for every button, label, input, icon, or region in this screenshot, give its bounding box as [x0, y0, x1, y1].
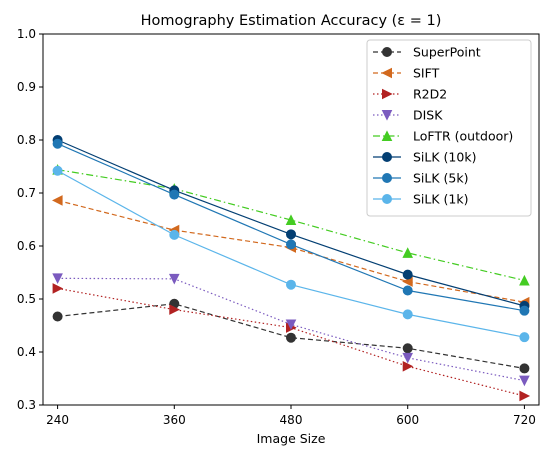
- y-tick-label: 0.9: [17, 80, 36, 94]
- data-point: [168, 273, 180, 285]
- data-point: [169, 229, 180, 240]
- legend-label: SiLK (10k): [413, 150, 476, 165]
- series-line: [57, 303, 525, 370]
- data-point: [519, 375, 530, 387]
- series-layer: [51, 135, 531, 402]
- data-point: [286, 332, 296, 343]
- legend-label: SIFT: [413, 66, 440, 81]
- data-point: [52, 273, 63, 284]
- legend-label: LoFTR (outdoor): [413, 129, 513, 144]
- y-tick-label: 0.4: [17, 345, 36, 359]
- x-tick-label: 600: [396, 413, 419, 427]
- data-point: [402, 309, 413, 320]
- chart-title: Homography Estimation Accuracy (ε = 1): [141, 13, 442, 29]
- legend-marker: [381, 110, 393, 121]
- data-point: [52, 138, 63, 149]
- data-point: [519, 274, 530, 286]
- legend-marker: [382, 173, 392, 183]
- legend-item: SIFT: [373, 66, 440, 81]
- legend-marker: [382, 47, 392, 57]
- series-line: [57, 169, 525, 282]
- legend: SuperPoint SIFT R2D2 DISK LoFTR (outdoor) SiL…: [366, 39, 532, 217]
- data-point: [519, 332, 530, 343]
- series-7: [52, 165, 530, 343]
- legend-marker: [381, 130, 393, 141]
- x-tick-label: 480: [280, 413, 303, 427]
- data-point: [52, 311, 63, 322]
- y-tick-label: 0.7: [17, 186, 36, 200]
- legend-item: SuperPoint: [373, 45, 481, 60]
- data-point: [285, 319, 297, 331]
- data-point: [519, 390, 531, 402]
- legend-item: R2D2: [373, 87, 447, 102]
- data-point: [402, 247, 414, 258]
- data-point: [51, 195, 63, 206]
- data-point: [402, 285, 413, 296]
- series-0: [52, 298, 530, 374]
- legend-item: SiLK (10k): [373, 150, 476, 165]
- data-point: [402, 343, 413, 354]
- data-point: [286, 279, 296, 290]
- legend-item: DISK: [373, 108, 443, 123]
- legend-label: SiLK (5k): [413, 171, 469, 186]
- data-point: [286, 239, 296, 250]
- data-point: [402, 352, 414, 364]
- series-3: [52, 273, 530, 387]
- data-point: [286, 229, 296, 240]
- legend-label: SiLK (1k): [413, 192, 469, 207]
- legend-marker: [382, 88, 393, 100]
- y-tick-label: 1.0: [17, 27, 36, 41]
- data-point: [402, 361, 414, 372]
- axes: 240 360 480 600 720 0.3 0.4 0.5 0.6 0.7 0.8 0.9 1.0: [17, 27, 540, 427]
- legend-marker: [382, 152, 392, 162]
- data-point: [285, 214, 297, 226]
- legend-marker: [382, 194, 392, 204]
- data-point: [519, 305, 530, 316]
- legend-item: SiLK (1k): [373, 192, 469, 207]
- legend-label: SuperPoint: [413, 45, 481, 60]
- y-tick-label: 0.5: [17, 292, 36, 306]
- series-6: [52, 138, 530, 316]
- legend-marker: [381, 67, 392, 79]
- y-tick-label: 0.8: [17, 133, 36, 147]
- x-tick-label: 360: [163, 413, 186, 427]
- y-tick-label: 0.6: [17, 239, 36, 253]
- legend-item: LoFTR (outdoor): [373, 129, 513, 144]
- data-point: [52, 283, 64, 294]
- series-line: [57, 199, 525, 303]
- x-tick-label: 240: [46, 413, 69, 427]
- data-point: [169, 189, 180, 200]
- data-point: [169, 304, 180, 315]
- legend-item: SiLK (5k): [373, 171, 469, 186]
- data-point: [519, 363, 530, 374]
- data-point: [402, 269, 413, 280]
- legend-label: DISK: [413, 108, 443, 123]
- data-point: [52, 165, 63, 176]
- legend-box: [366, 39, 532, 217]
- x-tick-label: 720: [513, 413, 536, 427]
- y-tick-label: 0.3: [17, 398, 36, 412]
- x-axis-label: Image Size: [257, 431, 326, 446]
- legend-label: R2D2: [413, 87, 447, 102]
